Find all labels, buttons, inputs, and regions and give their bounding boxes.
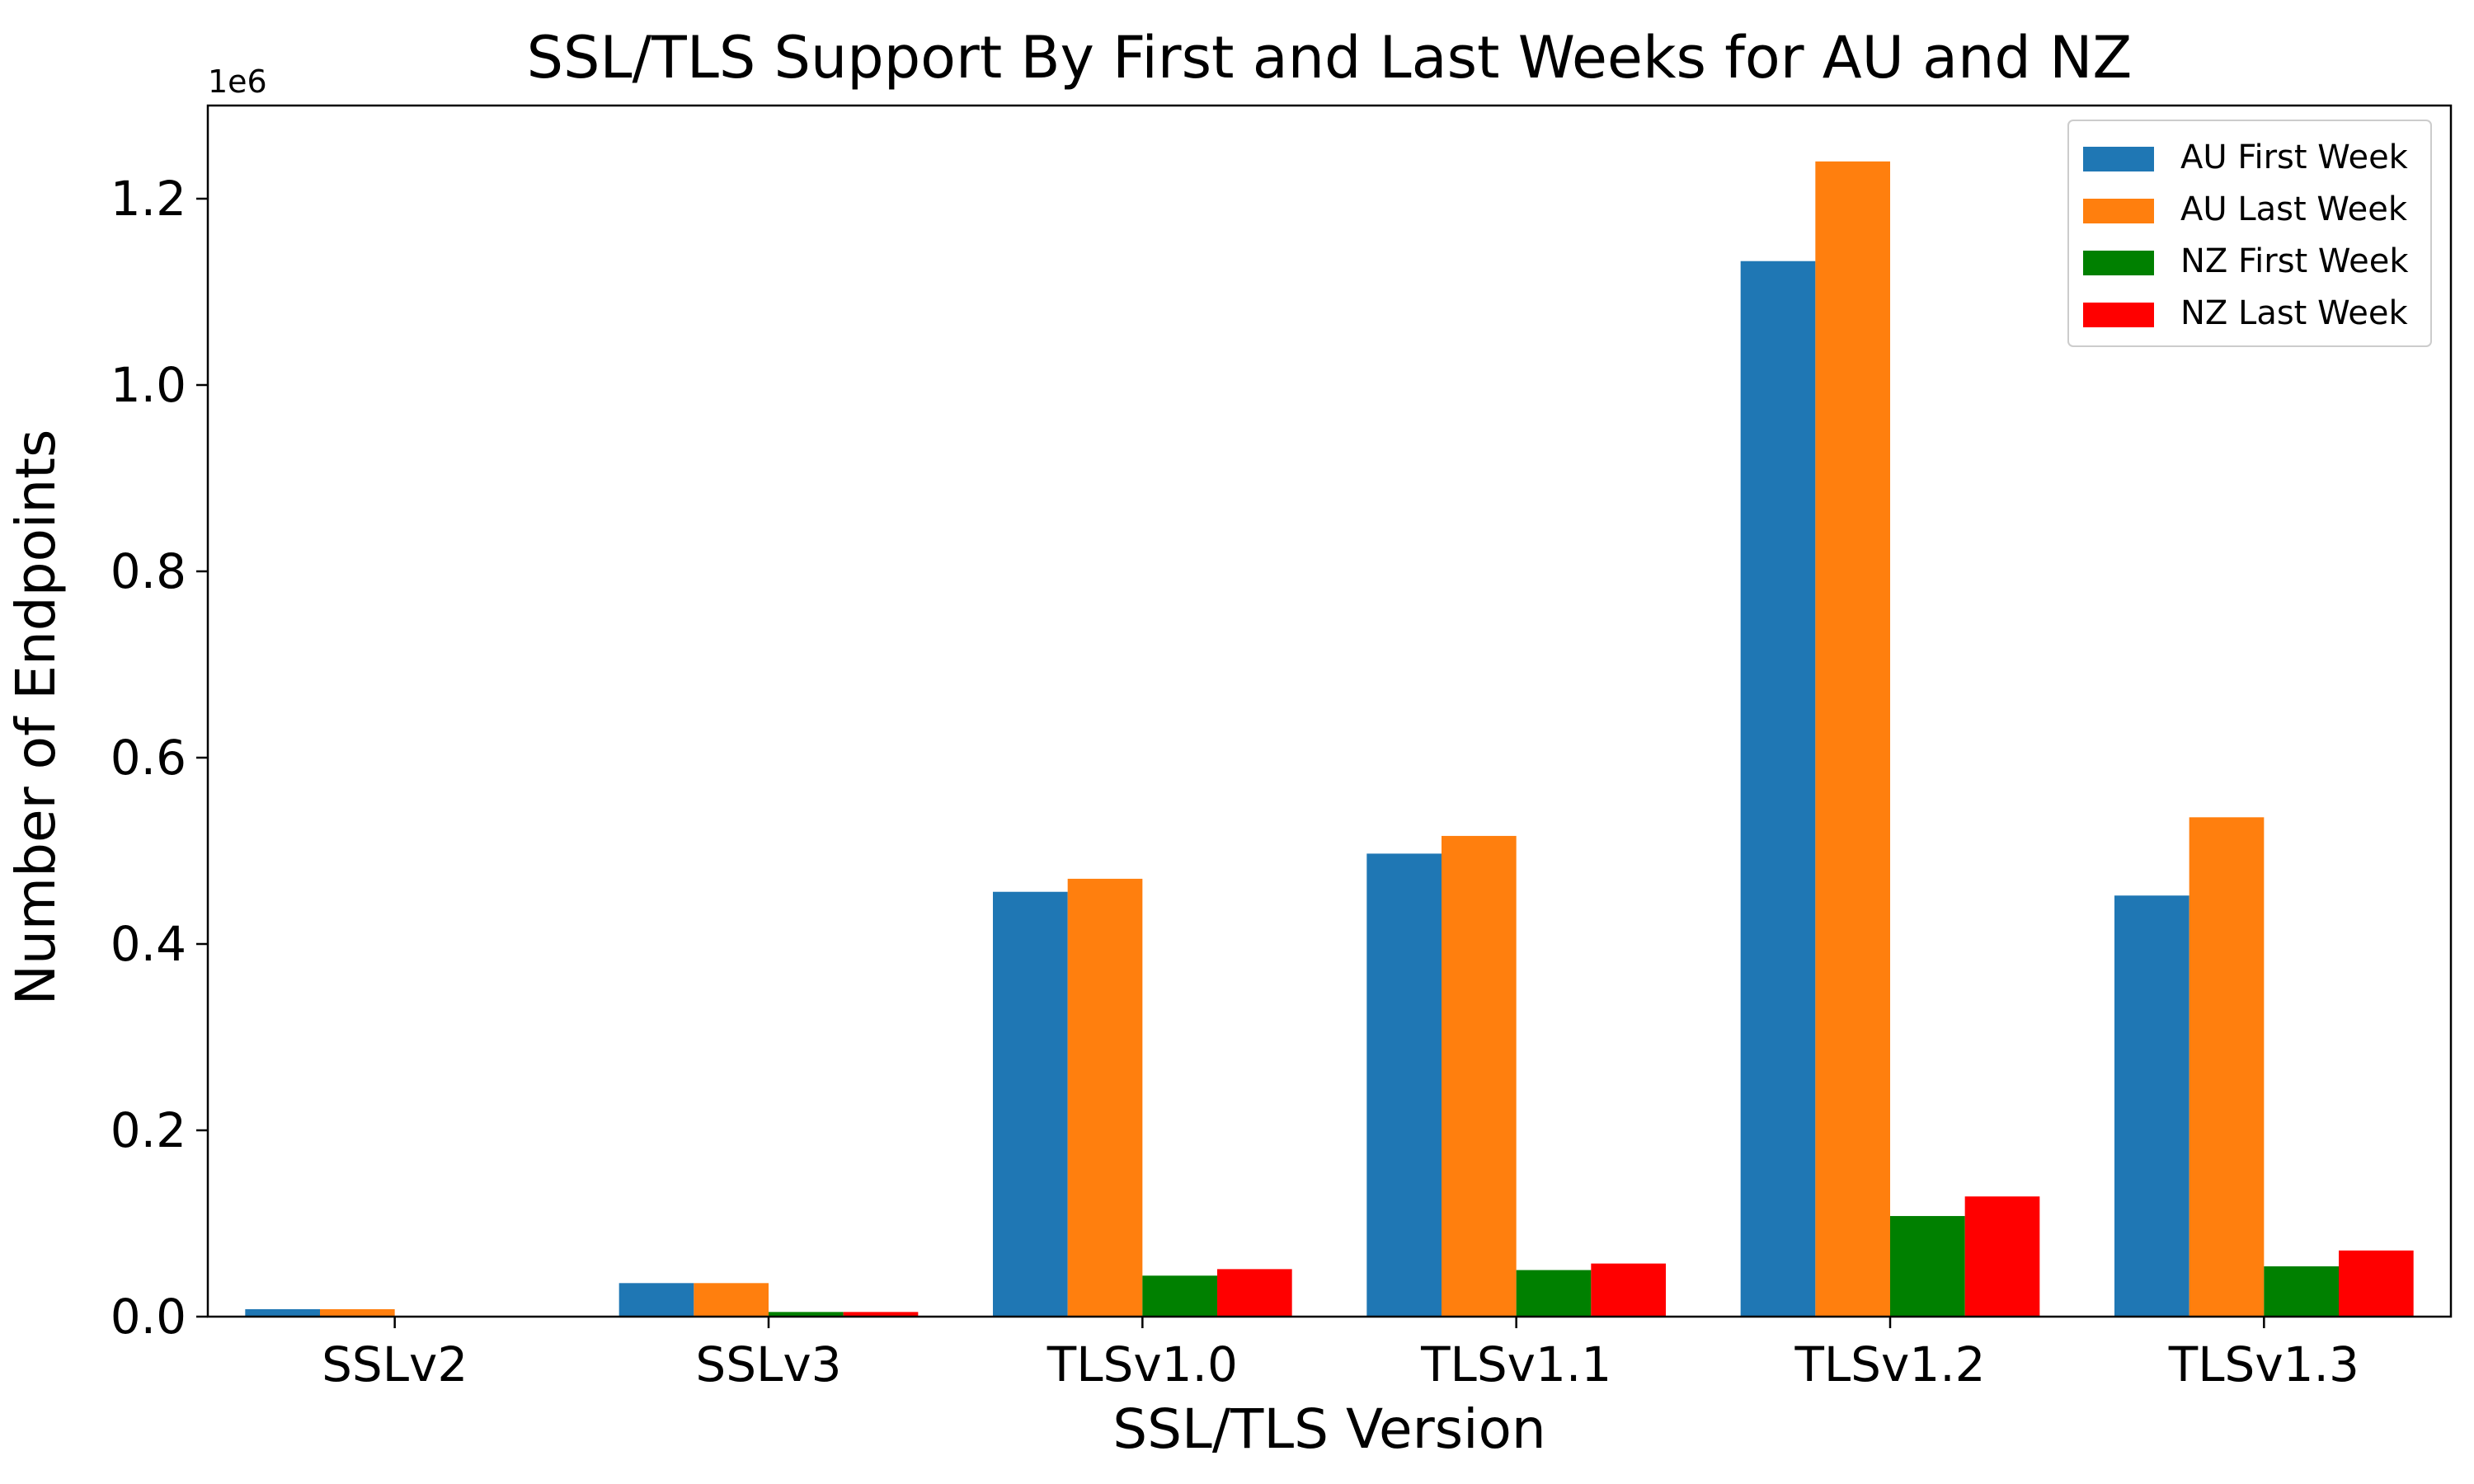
y-tick-label: 0.8 [111, 543, 186, 599]
bar-nz-last-week-tlsv1-0 [1217, 1269, 1292, 1317]
bar-nz-first-week-tlsv1-3 [2264, 1266, 2339, 1317]
legend-label: NZ Last Week [2180, 294, 2409, 332]
bar-au-first-week-tlsv1-3 [2114, 895, 2189, 1317]
bar-au-first-week-sslv3 [618, 1283, 694, 1317]
x-tick-label: TLSv1.0 [1047, 1336, 1238, 1392]
legend-label: NZ First Week [2180, 242, 2409, 280]
plot-frame [206, 104, 2453, 1318]
bar-au-last-week-tlsv1-2 [1815, 161, 1890, 1317]
bar-au-last-week-sslv3 [694, 1283, 769, 1317]
y-axis-multiplier: 1e6 [208, 63, 267, 100]
bar-au-first-week-tlsv1-2 [1740, 261, 1816, 1317]
bar-nz-last-week-tlsv1-1 [1591, 1263, 1666, 1317]
y-tick-label: 0.0 [111, 1289, 186, 1345]
bar-nz-first-week-sslv3 [769, 1312, 844, 1317]
x-tick-label: SSLv3 [695, 1336, 841, 1392]
x-tick-label: TLSv1.2 [1794, 1336, 1985, 1392]
bar-nz-last-week-tlsv1-2 [1964, 1196, 2040, 1317]
bar-au-first-week-tlsv1-1 [1366, 853, 1442, 1317]
bar-au-last-week-tlsv1-1 [1442, 835, 1517, 1317]
y-tick-label: 0.2 [111, 1102, 186, 1158]
legend-swatch [2083, 199, 2154, 223]
legend-label: AU First Week [2180, 139, 2409, 176]
bar-au-last-week-sslv2 [320, 1308, 395, 1317]
y-tick-label: 0.4 [111, 916, 186, 972]
bar-au-first-week-sslv2 [245, 1308, 320, 1317]
bar-nz-first-week-tlsv1-0 [1142, 1275, 1217, 1317]
y-tick-label: 0.6 [111, 730, 186, 786]
y-tick-label: 1.0 [111, 357, 186, 413]
bar-nz-first-week-tlsv1-2 [1890, 1215, 1965, 1317]
legend-label: AU Last Week [2180, 190, 2408, 228]
chart-title: SSL/TLS Support By First and Last Weeks … [527, 24, 2133, 92]
legend-swatch [2083, 147, 2154, 171]
legend-swatch [2083, 251, 2154, 275]
legend-swatch [2083, 303, 2154, 327]
x-tick-label: TLSv1.1 [1420, 1336, 1611, 1392]
y-tick-label: 1.2 [111, 171, 186, 227]
bar-nz-last-week-sslv3 [843, 1312, 919, 1317]
bar-nz-first-week-tlsv1-1 [1516, 1270, 1592, 1317]
legend-frame [2067, 120, 2432, 347]
x-axis-label: SSL/TLS Version [1112, 1397, 1545, 1461]
bar-au-last-week-tlsv1-3 [2189, 817, 2265, 1317]
bar-au-last-week-tlsv1-0 [1067, 878, 1143, 1317]
bar-au-first-week-tlsv1-0 [993, 891, 1068, 1317]
bar-nz-last-week-tlsv1-3 [2339, 1250, 2414, 1317]
x-tick-label: TLSv1.3 [2168, 1336, 2359, 1392]
x-tick-label: SSLv2 [322, 1336, 468, 1392]
y-axis-label: Number of Endpoints [4, 430, 68, 1006]
legend: AU First Week AU Last Week NZ First Week NZ… [2067, 120, 2432, 347]
